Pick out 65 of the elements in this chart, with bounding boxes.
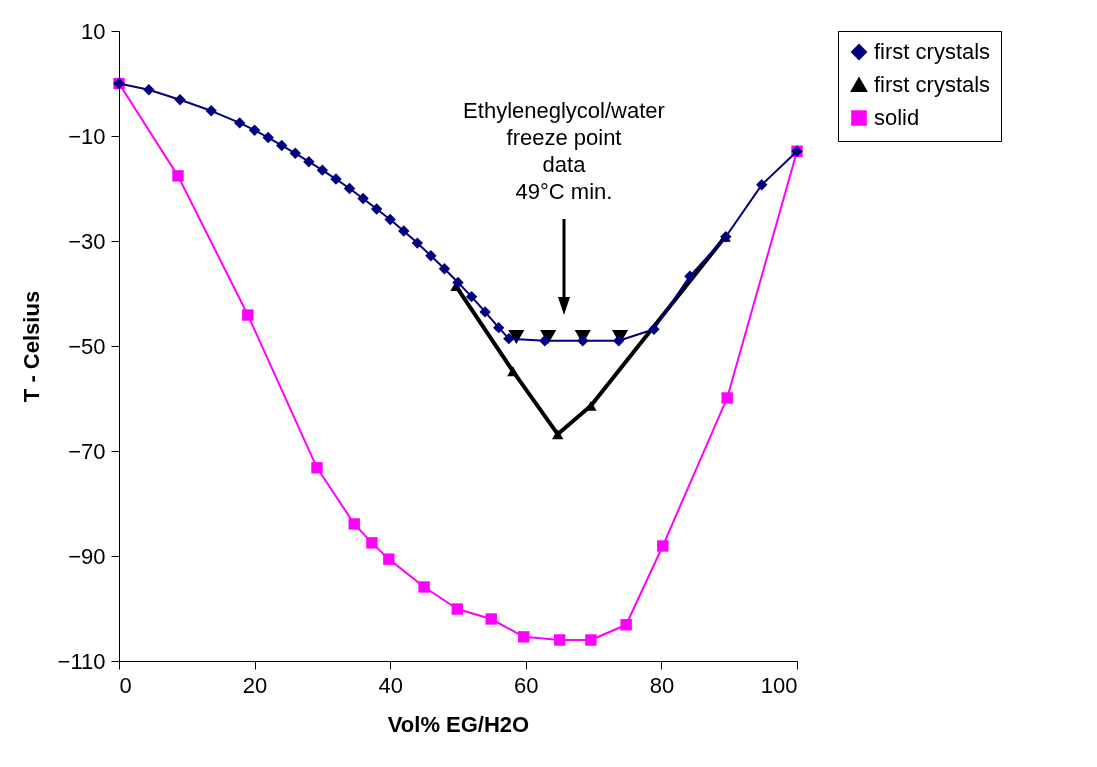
point bbox=[503, 332, 515, 345]
point bbox=[485, 613, 497, 625]
x-tick-label: 20 bbox=[242, 672, 268, 698]
point bbox=[174, 94, 186, 106]
point bbox=[330, 173, 342, 185]
annotation: Ethyleneglycol/water freeze point data 49°C min. bbox=[463, 98, 665, 204]
point bbox=[492, 321, 505, 334]
point bbox=[452, 276, 464, 289]
point bbox=[248, 124, 261, 136]
point bbox=[242, 309, 254, 321]
y-axis-title: T - Celsius bbox=[18, 290, 44, 403]
point bbox=[721, 392, 733, 404]
point bbox=[205, 105, 217, 117]
point bbox=[348, 518, 360, 530]
point bbox=[343, 182, 356, 195]
point bbox=[411, 237, 424, 249]
point bbox=[451, 603, 464, 615]
point bbox=[303, 156, 315, 168]
point bbox=[518, 631, 530, 643]
point bbox=[384, 213, 396, 226]
legend-label: first crystals bbox=[874, 39, 991, 64]
point bbox=[577, 335, 589, 347]
point bbox=[620, 619, 632, 631]
point bbox=[383, 553, 395, 565]
y-tick-label: −70 bbox=[68, 438, 106, 464]
legend-label: solid bbox=[874, 105, 920, 130]
point bbox=[585, 634, 597, 646]
y-tick-label: −30 bbox=[68, 228, 106, 254]
y-tick-label: −50 bbox=[68, 333, 106, 359]
point bbox=[657, 540, 669, 552]
point bbox=[507, 366, 519, 377]
point bbox=[316, 164, 329, 176]
point bbox=[370, 203, 383, 215]
point bbox=[143, 84, 155, 96]
point bbox=[479, 306, 491, 318]
x-axis-title: Vol% EG/H2O bbox=[387, 711, 530, 737]
x-tick-label: 40 bbox=[378, 672, 403, 698]
point bbox=[262, 131, 274, 144]
point bbox=[756, 179, 768, 191]
x-tick-label: 80 bbox=[649, 672, 675, 698]
x-tick-label: 0 bbox=[119, 672, 132, 698]
point bbox=[684, 270, 696, 282]
point bbox=[551, 429, 564, 440]
point bbox=[418, 581, 430, 593]
point bbox=[172, 170, 184, 182]
point bbox=[554, 634, 566, 646]
point bbox=[648, 323, 660, 335]
y-tick-label: 10 bbox=[81, 18, 106, 44]
x-tick-label: 100 bbox=[760, 672, 798, 698]
point bbox=[465, 290, 478, 303]
y-tick-label: −110 bbox=[57, 648, 106, 674]
point bbox=[357, 192, 369, 205]
point bbox=[438, 263, 451, 275]
x-tick-label: 60 bbox=[514, 672, 539, 698]
point bbox=[276, 139, 288, 152]
y-tick-label: −10 bbox=[68, 123, 106, 149]
point bbox=[612, 335, 625, 347]
point bbox=[398, 225, 410, 237]
legend-label: first crystals bbox=[874, 72, 991, 97]
y-tick-label: −90 bbox=[68, 543, 106, 569]
point bbox=[289, 147, 301, 160]
point bbox=[233, 117, 246, 129]
point bbox=[311, 462, 323, 474]
point bbox=[366, 537, 378, 549]
point bbox=[425, 250, 437, 262]
